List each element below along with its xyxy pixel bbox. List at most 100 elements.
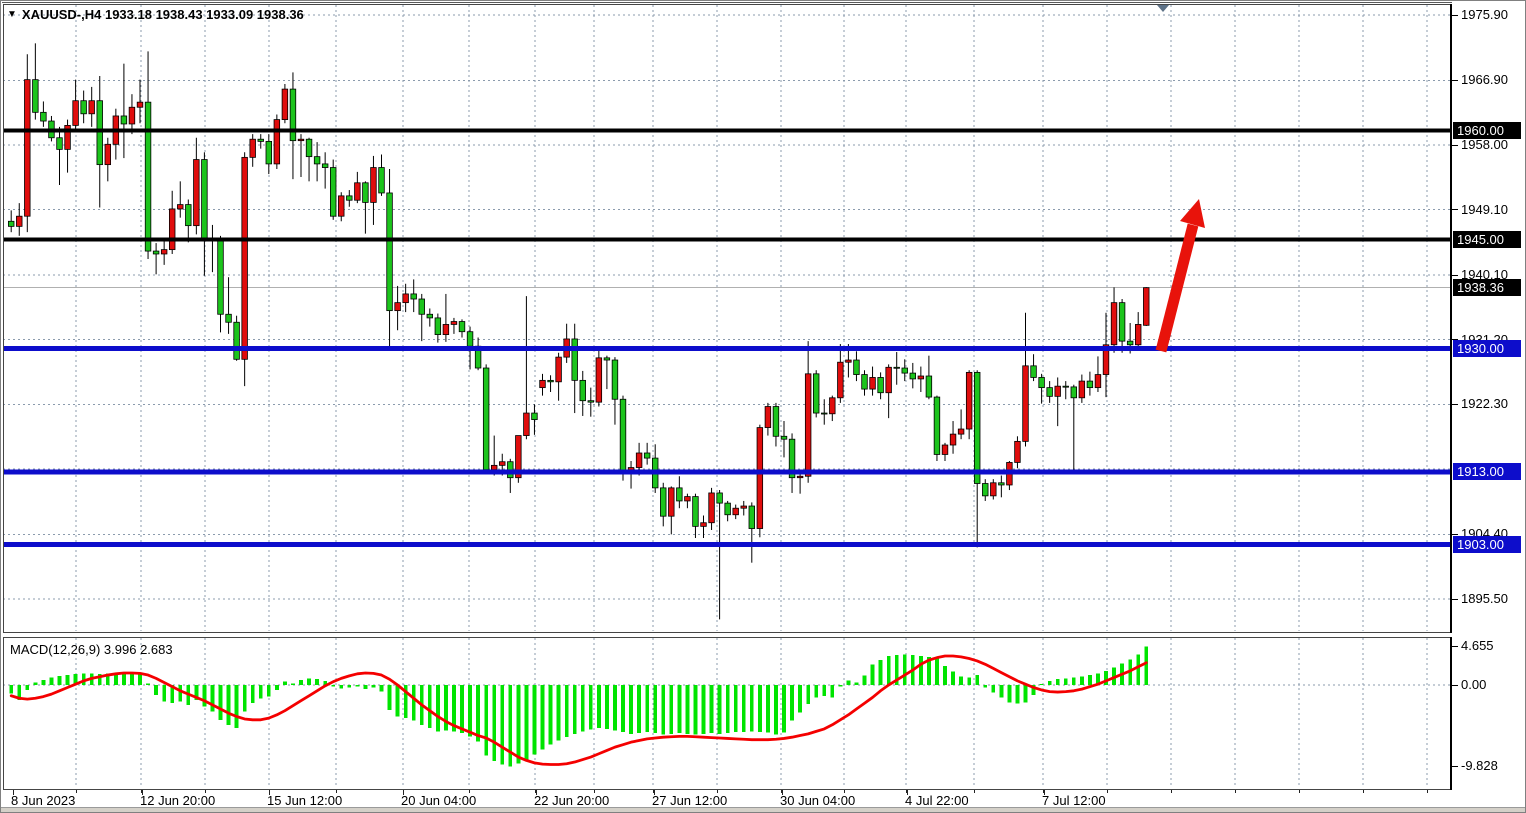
candle-body — [740, 505, 747, 509]
macd-bar — [339, 685, 344, 689]
macd-bar — [307, 678, 311, 685]
candle-body — [193, 159, 200, 227]
candle-body — [8, 220, 15, 227]
candle-body — [1118, 302, 1126, 342]
candle-body — [490, 464, 498, 471]
time-axis-label: 27 Jun 12:00 — [652, 793, 728, 808]
macd-bar — [830, 685, 835, 698]
candle-body — [120, 115, 128, 125]
candle-body — [869, 377, 876, 390]
macd-bar — [540, 685, 545, 750]
time-axis-tick — [782, 790, 783, 795]
candle-body — [354, 182, 361, 201]
candle-body — [426, 313, 433, 319]
candle-body — [225, 313, 232, 323]
price-axis-tick — [1452, 274, 1458, 276]
candle-body — [338, 195, 345, 217]
macd-bar — [621, 685, 625, 733]
trend-arrow-head[interactable] — [1180, 199, 1205, 228]
candle-body — [281, 88, 289, 120]
time-axis-gridtick — [1363, 790, 1364, 793]
candle-body — [257, 138, 264, 142]
trend-arrow[interactable] — [1155, 199, 1205, 353]
macd-bar — [564, 685, 569, 738]
candle-body — [949, 433, 957, 446]
macd-bar — [105, 673, 110, 685]
macd-bar — [757, 685, 762, 733]
price-axis-label: 1966.90 — [1461, 72, 1508, 88]
trend-arrow-shaft[interactable] — [1155, 223, 1199, 353]
macd-bar — [790, 685, 794, 721]
candle-body — [845, 359, 852, 363]
candle-body — [788, 438, 796, 479]
macd-bar — [460, 685, 464, 734]
candle-body — [877, 377, 884, 394]
candlestick-series — [8, 43, 1150, 620]
macd-bar — [1031, 685, 1036, 695]
macd-bar — [645, 685, 650, 733]
candle-body — [998, 482, 1005, 486]
macd-axis-tick — [1452, 684, 1458, 686]
candle-body — [418, 298, 425, 315]
macd-bar — [1007, 685, 1012, 703]
macd-bar — [991, 685, 996, 693]
candle-body — [837, 361, 844, 399]
candle-body — [410, 293, 417, 300]
macd-bar — [146, 683, 150, 685]
price-axis-tick — [1452, 598, 1458, 600]
candle-body — [72, 100, 79, 126]
price-chart-svg[interactable] — [3, 4, 1452, 633]
time-axis-gridtick — [844, 790, 845, 793]
time-axis-tick — [142, 790, 143, 795]
candle-body — [80, 100, 87, 115]
macd-bar — [347, 685, 352, 688]
macd-svg[interactable] — [3, 637, 1452, 790]
candle-body — [579, 379, 586, 402]
candle-body — [305, 138, 313, 158]
macd-bar — [315, 679, 319, 685]
macd-axis-label: 0.00 — [1461, 677, 1487, 692]
candle-body — [466, 331, 474, 347]
window-top-edge — [2, 2, 1452, 3]
macd-bar — [572, 685, 577, 734]
time-axis-tick — [269, 790, 270, 795]
time-axis-gridtick — [336, 790, 337, 793]
macd-bar — [661, 685, 666, 735]
time-axis-gridtick — [535, 790, 536, 793]
macd-bar — [266, 685, 271, 697]
time-axis[interactable]: 8 Jun 2023 12 Jun 20:00 15 Jun 12:00 20 Jun… — [3, 790, 1452, 809]
price-axis[interactable]: 1975.901966.901958.001949.101940.101931.… — [1452, 1, 1525, 812]
time-axis-tick — [13, 790, 14, 795]
candle-body — [982, 483, 989, 497]
macd-bar — [870, 664, 875, 685]
candle-body — [1030, 365, 1037, 378]
price-axis-label: 1922.30 — [1461, 396, 1508, 412]
macd-bar — [846, 680, 851, 685]
gridlines — [3, 5, 1450, 631]
macd-bar — [749, 685, 754, 732]
candle-body — [249, 138, 256, 158]
time-axis-gridtick — [717, 790, 718, 793]
price-level-badge: 1945.00 — [1453, 230, 1521, 248]
candle-body — [917, 375, 925, 380]
candle-body — [160, 249, 168, 255]
macd-bar — [250, 685, 255, 704]
chart-shift-marker-icon[interactable] — [1157, 5, 1169, 12]
macd-bar — [854, 682, 859, 685]
macd-bar — [532, 685, 537, 755]
candle-body — [16, 215, 23, 227]
macd-panel[interactable] — [3, 637, 1452, 790]
main-chart-area[interactable] — [3, 4, 1452, 633]
candle-body — [104, 143, 111, 166]
macd-bar — [138, 673, 142, 685]
macd-bar — [194, 685, 199, 700]
candle-body — [442, 324, 450, 336]
macd-bar — [1023, 685, 1028, 703]
candle-body — [185, 204, 192, 227]
macd-bar — [878, 660, 883, 685]
symbol-dropdown-icon[interactable]: ▼ — [7, 8, 17, 20]
macd-bar — [1015, 685, 1020, 704]
macd-bar — [814, 685, 819, 698]
candle-body — [1078, 380, 1086, 399]
candle-body — [297, 138, 305, 142]
